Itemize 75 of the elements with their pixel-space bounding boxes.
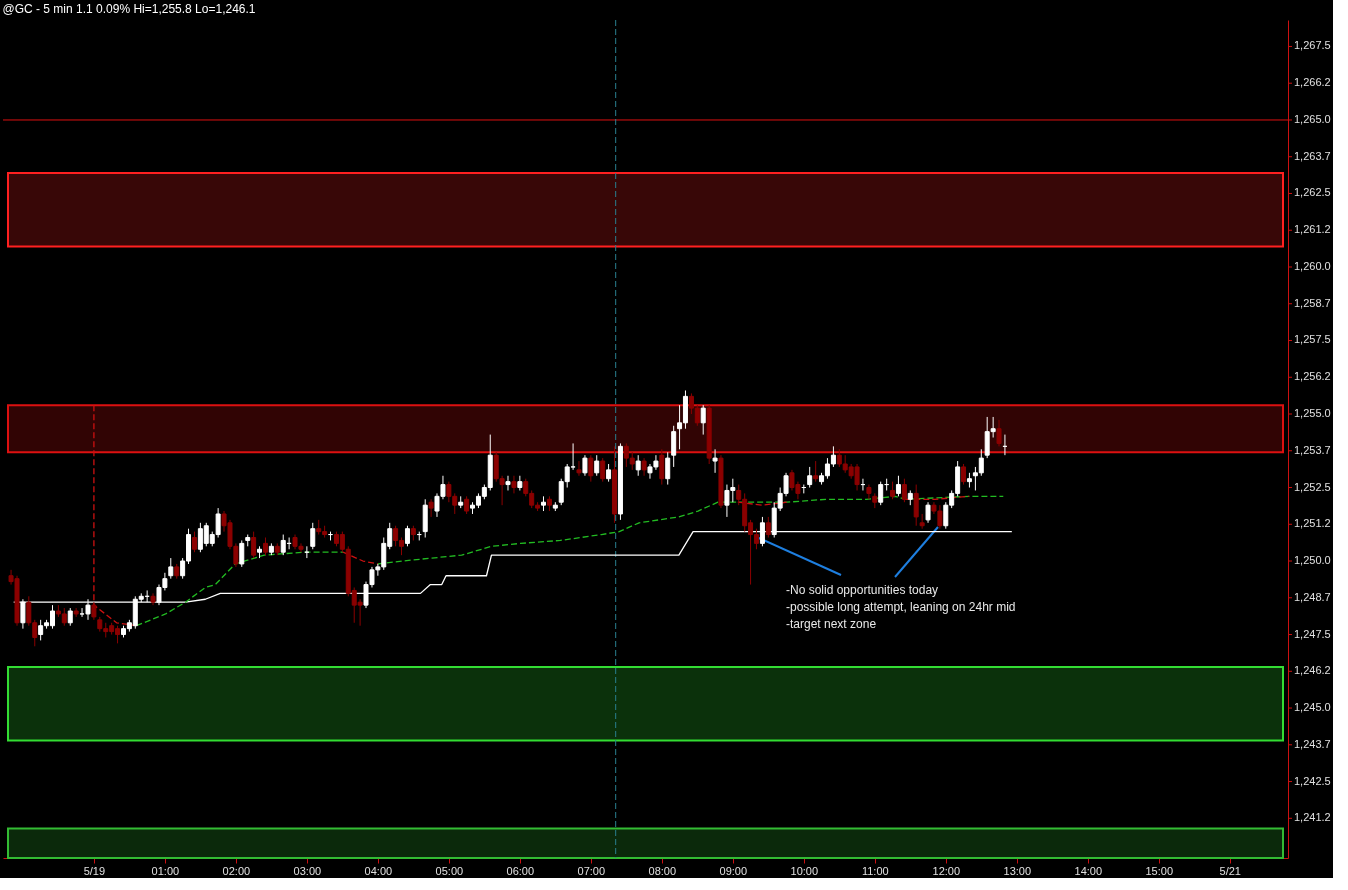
candlestick bbox=[428, 498, 434, 518]
candlestick bbox=[20, 598, 26, 630]
y-tick-label: 1,243.7 bbox=[1294, 737, 1331, 750]
x-tick-label: 5/19 bbox=[83, 864, 106, 877]
candlestick bbox=[582, 454, 588, 477]
x-tick-label: 01:00 bbox=[151, 864, 180, 877]
x-tick-label: 03:00 bbox=[293, 864, 322, 877]
candlestick bbox=[813, 460, 819, 483]
chart-title: @GC - 5 min 1.1 0.09% Hi=1,255.8 Lo=1,246.1 bbox=[2, 1, 256, 16]
x-tick-label: 13:00 bbox=[1003, 864, 1032, 877]
x-tick-label: 09:00 bbox=[719, 864, 748, 877]
candlestick bbox=[594, 454, 600, 477]
candlestick bbox=[866, 484, 872, 500]
y-tick-label: 1,263.7 bbox=[1294, 149, 1331, 162]
x-tick-label: 11:00 bbox=[861, 864, 889, 877]
candlestick bbox=[251, 531, 257, 559]
x-tick-label: 04:00 bbox=[364, 864, 393, 877]
candlestick bbox=[511, 475, 517, 494]
candlestick bbox=[505, 475, 511, 491]
x-tick-label: 15:00 bbox=[1145, 864, 1174, 877]
y-tick-label: 1,262.5 bbox=[1294, 186, 1331, 199]
x-tick-label: 02:00 bbox=[222, 864, 251, 877]
candlestick bbox=[635, 454, 641, 477]
x-tick-label: 5/21 bbox=[1219, 864, 1241, 877]
x-tick-label: 06:00 bbox=[506, 864, 535, 877]
y-tick-label: 1,242.5 bbox=[1294, 774, 1331, 787]
annotation: -No solid opportunities today bbox=[786, 583, 939, 597]
y-tick-label: 1,246.2 bbox=[1294, 664, 1331, 677]
candlestick bbox=[168, 557, 174, 580]
candlestick bbox=[878, 481, 884, 506]
candlestick bbox=[588, 454, 594, 483]
annotation: -target next zone bbox=[786, 617, 877, 631]
candlestick bbox=[665, 451, 671, 486]
candlestick bbox=[807, 466, 813, 489]
y-tick-label: 1,266.2 bbox=[1294, 76, 1331, 89]
y-tick-label: 1,258.7 bbox=[1294, 296, 1331, 309]
y-tick-label: 1,261.2 bbox=[1294, 223, 1331, 236]
y-tick-label: 1,248.7 bbox=[1294, 590, 1331, 603]
candlestick bbox=[600, 457, 606, 483]
candlestick bbox=[700, 404, 706, 436]
candlestick bbox=[310, 522, 316, 550]
y-tick-label: 1,256.2 bbox=[1294, 370, 1331, 383]
x-tick-label: 08:00 bbox=[648, 864, 677, 877]
y-tick-label: 1,247.5 bbox=[1294, 627, 1331, 640]
y-tick-label: 1,255.0 bbox=[1294, 407, 1331, 420]
y-tick-label: 1,241.2 bbox=[1294, 811, 1331, 824]
candlestick bbox=[404, 525, 410, 547]
annotation: -possible long attempt, leaning on 24hr mid bbox=[786, 600, 1016, 614]
y-tick-label: 1,265.0 bbox=[1294, 112, 1331, 125]
y-tick-label: 1,257.5 bbox=[1294, 333, 1331, 346]
candlestick bbox=[895, 475, 901, 497]
candlestick bbox=[659, 448, 665, 486]
candlestick bbox=[239, 539, 245, 568]
y-tick-label: 1,253.7 bbox=[1294, 443, 1331, 456]
candlestick bbox=[961, 463, 967, 486]
y-tick-label: 1,251.2 bbox=[1294, 517, 1331, 530]
x-tick-label: 12:00 bbox=[932, 864, 961, 877]
candlestick bbox=[901, 478, 907, 503]
candlestick bbox=[913, 484, 919, 527]
y-tick-label: 1,252.5 bbox=[1294, 480, 1331, 493]
x-tick-label: 10:00 bbox=[790, 864, 819, 877]
y-tick-label: 1,267.5 bbox=[1294, 39, 1331, 52]
x-tick-label: 07:00 bbox=[577, 864, 606, 877]
candlestick bbox=[191, 531, 197, 553]
y-tick-label: 1,250.0 bbox=[1294, 554, 1331, 567]
x-tick-label: 14:00 bbox=[1074, 864, 1103, 877]
y-tick-label: 1,245.0 bbox=[1294, 701, 1331, 714]
candlestick bbox=[712, 448, 718, 474]
candlestick bbox=[576, 460, 582, 477]
candlestick bbox=[765, 516, 771, 538]
candlestick bbox=[925, 501, 931, 524]
candlestick bbox=[671, 425, 677, 468]
x-tick-label: 05:00 bbox=[435, 864, 464, 877]
candlestick bbox=[996, 419, 1002, 447]
y-tick-label: 1,260.0 bbox=[1294, 259, 1331, 272]
